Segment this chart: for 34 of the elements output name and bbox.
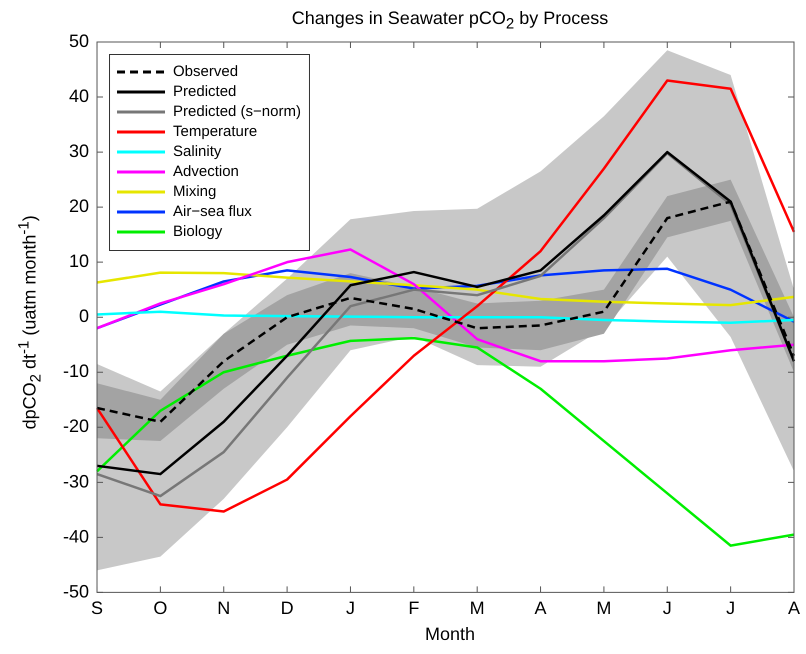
x-tick-label: A — [534, 598, 547, 618]
legend-label: Air−sea flux — [173, 203, 252, 220]
y-tick-label: -20 — [63, 416, 90, 436]
x-tick-label: J — [726, 598, 736, 618]
legend-label: Salinity — [173, 143, 222, 160]
x-tick-label: J — [662, 598, 672, 618]
y-tick-label: 30 — [68, 141, 90, 162]
legend-label: Predicted — [173, 83, 236, 100]
x-tick-label: S — [91, 598, 104, 618]
legend-label: Observed — [173, 63, 238, 80]
legend-label: Biology — [173, 223, 223, 240]
x-tick-label: A — [788, 598, 800, 618]
y-tick-label: 0 — [79, 306, 90, 326]
legend-label: Predicted (s−norm) — [173, 103, 301, 120]
x-tick-label: J — [346, 598, 355, 618]
legend-label: Temperature — [173, 123, 258, 140]
y-tick-label: 20 — [68, 196, 90, 216]
y-tick-label: -40 — [63, 526, 90, 546]
y-tick-label: -10 — [63, 361, 90, 382]
chart-title: Changes in Seawater pCO$_{2}$ by Process — [290, 8, 610, 33]
x-tick-label: O — [153, 598, 168, 618]
x-tick-label: D — [280, 598, 294, 618]
x-axis-title: Month — [424, 624, 476, 645]
x-tick-label: M — [596, 598, 612, 618]
legend-label: Mixing — [173, 183, 216, 200]
x-tick-label: F — [408, 598, 420, 618]
x-tick-label: M — [470, 598, 485, 618]
y-tick-label: 50 — [68, 30, 90, 51]
y-tick-label: 10 — [68, 251, 90, 272]
y-tick-label: -50 — [63, 581, 90, 602]
legend-label: Advection — [173, 163, 239, 180]
y-tick-label: 40 — [68, 86, 90, 106]
x-tick-label: N — [217, 598, 230, 618]
y-tick-label: -30 — [63, 471, 90, 492]
